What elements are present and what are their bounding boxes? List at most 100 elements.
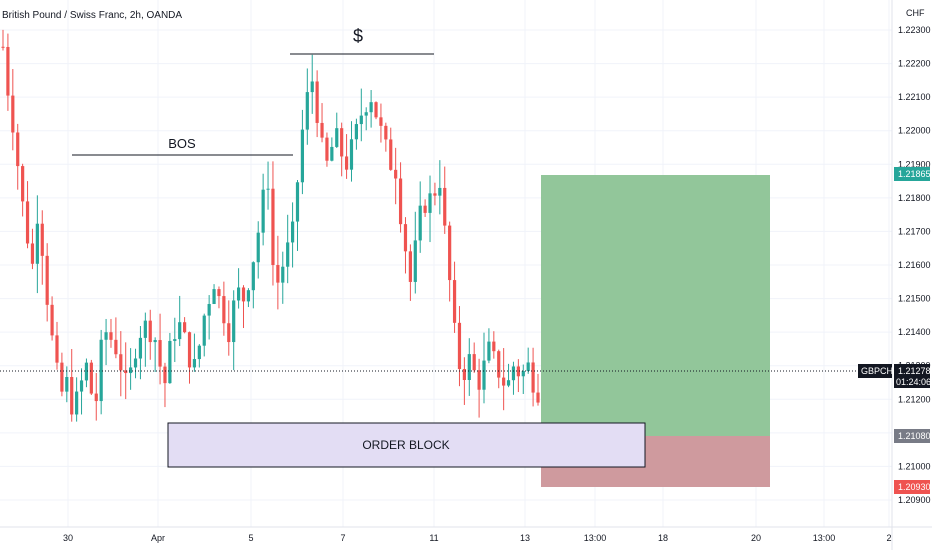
candle <box>423 199 427 217</box>
candle <box>477 358 481 418</box>
candle <box>394 147 398 205</box>
candle <box>178 295 182 347</box>
candle <box>330 137 334 162</box>
candle <box>153 337 157 373</box>
profit-zone[interactable] <box>541 175 770 436</box>
candle <box>281 251 285 304</box>
candle <box>354 118 358 150</box>
candle <box>531 347 535 407</box>
candle <box>227 300 231 356</box>
candle <box>433 182 437 206</box>
x-tick-label: 5 <box>248 533 253 543</box>
candle <box>364 107 368 131</box>
candle <box>526 347 530 374</box>
candle <box>516 359 520 393</box>
candle <box>138 325 143 380</box>
x-tick-label: 18 <box>658 533 668 543</box>
candle <box>75 377 79 422</box>
y-tick-label: 1.21600 <box>898 260 931 270</box>
candle <box>94 372 98 421</box>
candle <box>398 162 403 233</box>
symbol-tag: GBPCHF <box>858 364 899 378</box>
y-tick-label: 1.22100 <box>898 92 931 102</box>
candle <box>379 103 383 143</box>
x-tick-label: 11 <box>429 533 438 543</box>
candle <box>462 357 466 405</box>
candle <box>452 261 457 333</box>
svg-text:1.21080: 1.21080 <box>898 431 931 441</box>
candle <box>197 344 201 368</box>
candle <box>129 348 133 390</box>
candle <box>497 349 501 389</box>
candle <box>467 338 471 396</box>
candle <box>315 70 319 138</box>
candle <box>457 306 462 387</box>
candle <box>521 364 525 394</box>
candle <box>266 161 270 210</box>
candle <box>389 127 393 171</box>
candle <box>335 112 339 149</box>
candle <box>202 313 206 357</box>
candle <box>413 211 417 294</box>
candle <box>305 68 309 145</box>
x-tick-label: 13:00 <box>584 533 607 543</box>
candle <box>70 349 74 422</box>
candle <box>55 321 59 370</box>
candle <box>487 328 491 364</box>
x-tick-label: 30 <box>63 533 73 543</box>
x-tick-label: 13:00 <box>813 533 836 543</box>
bos-label: BOS <box>168 136 196 151</box>
candle <box>60 352 64 397</box>
candle <box>256 221 260 279</box>
candle <box>65 366 69 403</box>
candle <box>232 290 236 371</box>
svg-text:1.21865: 1.21865 <box>898 169 931 179</box>
candle <box>340 122 344 177</box>
x-tick-label: 2 <box>886 533 891 543</box>
y-tick-label: 1.21200 <box>898 394 931 404</box>
candle <box>187 331 192 384</box>
candle <box>511 361 516 395</box>
candle <box>349 121 354 182</box>
candle <box>286 214 290 284</box>
candle <box>344 134 349 179</box>
svg-text:1.20930: 1.20930 <box>898 482 931 492</box>
candle <box>158 313 162 385</box>
candle <box>443 166 447 234</box>
candle <box>84 358 89 388</box>
candle <box>11 69 15 151</box>
y-tick-label: 1.21500 <box>898 294 931 304</box>
y-tick-label: 1.22200 <box>898 59 931 69</box>
candle <box>502 348 506 411</box>
x-tick-label: 20 <box>751 533 761 543</box>
candle <box>114 317 118 359</box>
current-price-tag: 1.21278 01:24:06 <box>894 364 931 388</box>
candle <box>6 33 10 111</box>
candle <box>418 181 422 253</box>
candle <box>374 101 378 120</box>
svg-text:GBPCHF: GBPCHF <box>861 366 899 376</box>
candle <box>89 359 93 396</box>
candle <box>25 181 30 249</box>
time-axis[interactable]: 30 Apr 5 7 11 13 13:00 18 20 13:00 2 <box>0 526 932 543</box>
candle <box>384 122 388 152</box>
candle <box>482 332 486 404</box>
y-tick-label: 1.21900 <box>898 159 931 169</box>
order-block-box[interactable] <box>167 422 646 468</box>
candle <box>35 195 39 294</box>
currency-label: CHF <box>906 8 925 18</box>
candle <box>40 210 44 285</box>
candle <box>359 88 363 142</box>
candle <box>310 54 314 114</box>
candle <box>276 235 280 310</box>
candle <box>217 286 221 309</box>
candle <box>21 163 25 217</box>
x-tick-label: 13 <box>520 533 530 543</box>
candle <box>207 295 211 340</box>
candle <box>290 202 295 268</box>
candle <box>124 342 128 400</box>
svg-text:1.21278: 1.21278 <box>898 366 931 376</box>
candle <box>50 296 54 341</box>
candle <box>192 333 197 372</box>
